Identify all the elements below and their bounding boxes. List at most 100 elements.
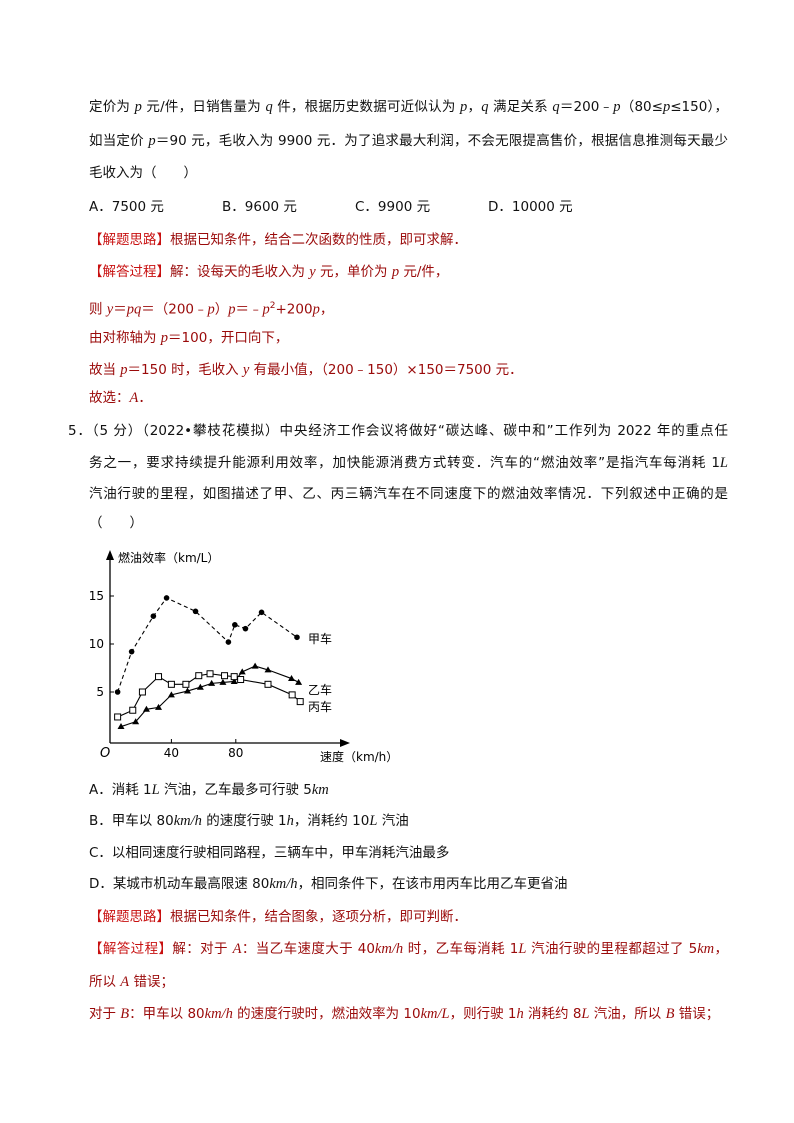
text-segment: 时，乙车每消耗 1	[403, 941, 519, 957]
q4-option: D．10000 元	[488, 199, 573, 215]
text-segment: 有最小值，（200﹣150）×150＝7500 元．	[249, 362, 523, 378]
text-segment: 所以	[89, 974, 121, 990]
data-point	[221, 672, 229, 680]
text-segment: B．甲车以 80	[89, 813, 174, 829]
x-axis-label: 速度（km/h）	[320, 749, 398, 764]
math-variable: p	[613, 99, 621, 115]
math-variable: L	[518, 941, 527, 957]
math-variable: p	[391, 264, 400, 280]
series-line-0	[117, 597, 298, 693]
math-variable: km	[697, 941, 715, 957]
data-point	[242, 625, 249, 632]
math-variable: y	[309, 264, 316, 280]
q5-stem-line: 务之一，要求持续提升能源利用效率，加快能源消费方式转变．汽车的“燃油效率”是指汽…	[89, 454, 728, 472]
data-point	[129, 706, 137, 714]
math-variable: p	[120, 362, 128, 378]
math-variable: h	[286, 813, 294, 829]
q5-solution-line: 【解答过程】解：对于 A：当乙车速度大于 40km/h 时，乙车每消耗 1L 汽…	[89, 940, 728, 958]
math-variable: q	[481, 99, 489, 115]
series-label: 乙车	[308, 682, 332, 697]
text-segment: 根据已知条件，结合图象，逐项分析，即可判断．	[170, 909, 467, 925]
text-segment: ，	[714, 941, 729, 957]
data-point	[219, 678, 227, 685]
q4-solution-line: 故选：A．	[89, 389, 152, 407]
math-variable: L	[151, 782, 160, 798]
section-label: 【解答过程】	[89, 264, 170, 280]
y-tick-label: 5	[96, 685, 104, 699]
q5-option: A．消耗 1L 汽油，乙车最多可行驶 5km	[89, 781, 329, 799]
text-segment: 根据已知条件，结合二次函数的性质，即可求解．	[170, 232, 467, 248]
text-segment: ，相同条件下，在该市用丙车比用乙车更省油	[297, 876, 568, 892]
series-line-2	[117, 673, 301, 718]
data-point	[150, 613, 157, 619]
text-segment: 故当	[89, 362, 121, 378]
data-point	[288, 675, 296, 682]
q4-solution-line: 【解答过程】解：设每天的毛收入为 y 元，单价为 p 元/件，	[89, 263, 448, 281]
text-segment: ，	[319, 301, 334, 318]
data-point	[251, 662, 259, 669]
data-point	[114, 713, 122, 721]
math-variable: p	[160, 330, 169, 346]
math-variable: y	[242, 362, 250, 378]
text-segment: （80≤	[620, 99, 663, 115]
q5-option: B．甲车以 80km/h 的速度行驶 1h，消耗约 10L 汽油	[89, 812, 409, 830]
math-variable: A	[129, 390, 139, 406]
data-point	[142, 705, 150, 712]
text-segment: ＝90 元，毛收入为 9900 元．为了追求最大利润，不会无限提高售价，根据信息…	[155, 133, 728, 149]
q5-solution-line: 所以 A 错误；	[89, 973, 174, 991]
q5-stem-line: 5．（5 分）（2022•攀枝花模拟）中央经济工作会议将做好“碳达峰、碳中和”工…	[68, 422, 728, 440]
data-point	[138, 688, 146, 696]
q4-option: B．9600 元	[222, 199, 297, 215]
data-point	[264, 666, 272, 673]
math-variable: km/h	[374, 941, 404, 957]
math-variable: km/L	[420, 1006, 450, 1022]
text-segment: 满足关系	[488, 99, 553, 115]
text-segment: 的速度行驶时，燃油效率为 10	[232, 1006, 421, 1022]
text-segment: ）	[214, 301, 229, 318]
text-segment: 元/件，日销售量为	[141, 99, 266, 115]
q5-option: D．某城市机动车最高限速 80km/h，相同条件下，在该市用丙车比用乙车更省油	[89, 875, 568, 893]
math-variable: A	[120, 974, 130, 990]
text-segment: ＝	[113, 301, 127, 318]
x-tick-label: 80	[228, 746, 243, 760]
origin-label: O	[100, 746, 110, 761]
text-segment: ＝﹣	[235, 301, 263, 318]
data-point	[258, 609, 265, 616]
text-segment: C．以相同速度行驶相同路程，三辆车中，甲车消耗汽油最多	[89, 845, 450, 861]
data-point	[167, 691, 175, 698]
series-line-1	[120, 665, 299, 728]
math-variable: B	[665, 1006, 675, 1022]
text-segment: 汽油，所以	[589, 1006, 666, 1022]
text-segment: 汽油行驶的里程，如图描述了甲、乙、丙三辆汽车在不同速度下的燃油效率情况．下列叙述…	[89, 486, 728, 502]
text-segment: 汽油，乙车最多可行驶 5	[159, 782, 312, 798]
y-axis-label: 燃油效率（km/L）	[118, 550, 219, 565]
text-segment: ＝（200﹣	[141, 301, 208, 318]
math-variable: p	[262, 301, 270, 318]
data-point	[288, 691, 296, 699]
q5-stem-line: 汽油行驶的里程，如图描述了甲、乙、丙三辆汽车在不同速度下的燃油效率情况．下列叙述…	[89, 485, 728, 503]
text-segment: 故选：	[89, 390, 130, 406]
math-variable: p	[148, 133, 156, 149]
math-variable: pq	[126, 301, 142, 318]
math-variable: p	[207, 301, 215, 318]
q5-solution-line: 对于 B：甲车以 80km/h 的速度行驶时，燃油效率为 10km/L，则行驶 …	[89, 1005, 719, 1023]
text-segment: ：甲车以 80	[129, 1006, 205, 1022]
q4-option: A．7500 元	[89, 199, 164, 215]
y-tick-label: 15	[89, 589, 104, 603]
text-segment: ＝200﹣	[559, 99, 614, 115]
text-segment: ，消耗约 10	[293, 813, 370, 829]
math-variable: km/h	[204, 1006, 233, 1022]
series-label: 甲车	[308, 631, 332, 646]
text-segment: +200	[275, 301, 313, 318]
x-axis-arrow	[340, 739, 350, 747]
text-segment: ≤150），	[670, 99, 728, 115]
section-label: 【解题思路】	[89, 232, 170, 248]
text-segment: 解：对于	[172, 941, 233, 957]
text-segment: 汽油	[377, 813, 409, 829]
data-point	[132, 718, 140, 725]
q5-solution-line: 【解题思路】根据已知条件，结合图象，逐项分析，即可判断．	[89, 908, 467, 926]
x-tick-label: 40	[164, 746, 179, 760]
data-point	[238, 668, 246, 675]
q4-solution-line: 则 y＝pq＝（200﹣p）p＝﹣p2+200p，	[89, 297, 333, 319]
text-segment: 则	[89, 301, 107, 318]
